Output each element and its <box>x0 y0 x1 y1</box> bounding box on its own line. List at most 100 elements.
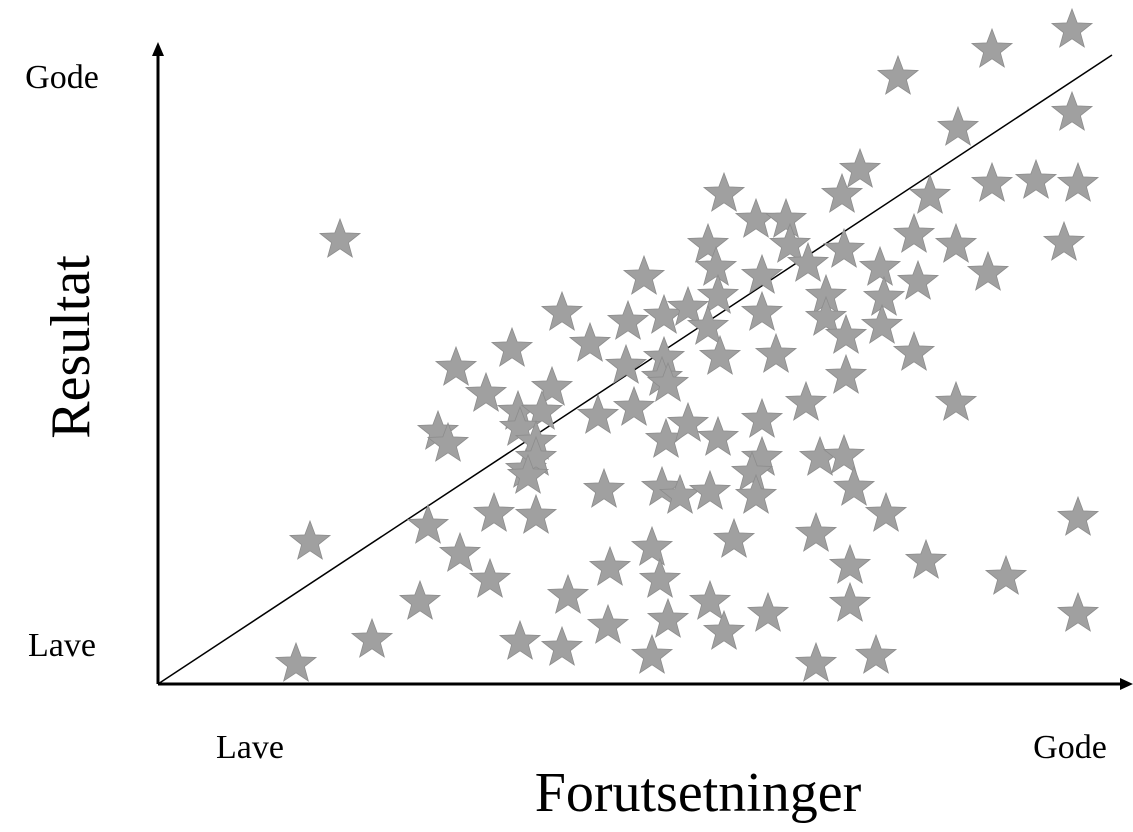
star-point <box>514 493 558 534</box>
star-point <box>630 525 674 566</box>
y-tick-label: Gode <box>25 59 99 96</box>
x-axis-arrow <box>1120 678 1133 690</box>
star-point <box>1056 161 1100 202</box>
star-point <box>688 579 732 620</box>
star-point <box>734 197 778 238</box>
star-point <box>1050 7 1094 48</box>
star-point <box>686 222 730 263</box>
star-point <box>740 253 784 294</box>
star-point <box>426 421 470 462</box>
star-point <box>838 147 882 188</box>
star-point <box>506 453 550 494</box>
star-point <box>828 543 872 584</box>
star-point <box>546 573 590 614</box>
star-point <box>622 254 666 295</box>
star-point <box>822 227 866 268</box>
star-point <box>568 321 612 362</box>
star-point <box>490 326 534 367</box>
star-point <box>936 105 980 146</box>
star-point <box>764 197 808 238</box>
star-point <box>746 591 790 632</box>
x-tick-label: Lave <box>216 729 284 766</box>
star-point <box>1056 591 1100 632</box>
star-point <box>970 161 1014 202</box>
x-tick-label: Gode <box>1033 729 1107 766</box>
star-point <box>702 609 746 650</box>
star-point <box>794 641 838 682</box>
star-point <box>530 365 574 406</box>
star-point <box>520 389 564 430</box>
star-point <box>640 465 684 506</box>
star-point <box>934 222 978 263</box>
star-point <box>804 295 848 336</box>
star-point <box>638 557 682 598</box>
star-point <box>498 619 542 660</box>
x-axis-title: Forutsetninger <box>535 762 862 824</box>
star-point <box>702 171 746 212</box>
star-point <box>754 332 798 373</box>
star-point <box>1014 158 1058 199</box>
y-tick-label: Lave <box>28 627 96 664</box>
star-point <box>740 290 784 331</box>
star-point <box>698 334 742 375</box>
star-point <box>934 380 978 421</box>
star-point <box>970 27 1014 68</box>
star-point <box>464 371 508 412</box>
star-point <box>984 554 1028 595</box>
star-point <box>824 313 868 354</box>
star-point <box>666 285 710 326</box>
star-point <box>730 450 774 491</box>
star-point <box>666 401 710 442</box>
star-point <box>694 245 738 286</box>
star-point <box>576 393 620 434</box>
star-point <box>876 54 920 95</box>
star-point <box>864 491 908 532</box>
star-point <box>832 465 876 506</box>
star-point <box>646 597 690 638</box>
star-point <box>862 275 906 316</box>
star-point <box>892 330 936 371</box>
star-point <box>820 172 864 213</box>
star-point <box>908 173 952 214</box>
star-point <box>858 245 902 286</box>
star-point <box>540 625 584 666</box>
star-point <box>398 579 442 620</box>
star-point <box>514 435 558 476</box>
star-point <box>434 345 478 386</box>
star-point <box>646 361 690 402</box>
star-point <box>896 259 940 300</box>
star-point <box>318 217 362 258</box>
star-point <box>824 353 868 394</box>
star-point <box>582 467 626 508</box>
star-point <box>696 273 740 314</box>
star-point <box>586 603 630 644</box>
star-point <box>540 290 584 331</box>
star-point <box>1042 220 1086 261</box>
star-point <box>734 473 778 514</box>
star-point <box>966 250 1010 291</box>
star-point <box>604 343 648 384</box>
star-point <box>406 503 450 544</box>
star-point <box>696 415 740 456</box>
star-point <box>612 385 656 426</box>
star-point <box>630 633 674 674</box>
star-point <box>784 380 828 421</box>
star-point <box>860 303 904 344</box>
star-point <box>688 469 732 510</box>
y-axis-title: Resultat <box>40 255 102 439</box>
star-point <box>828 581 872 622</box>
star-point <box>686 304 730 345</box>
star-point <box>606 299 650 340</box>
star-point <box>274 641 318 682</box>
star-point <box>904 538 948 579</box>
star-point <box>854 633 898 674</box>
star-point <box>740 397 784 438</box>
star-point <box>472 491 516 532</box>
star-point <box>1050 90 1094 131</box>
star-point <box>350 617 394 658</box>
star-point <box>712 517 756 558</box>
star-point <box>468 557 512 598</box>
y-axis-arrow <box>152 42 164 56</box>
star-point <box>822 433 866 474</box>
